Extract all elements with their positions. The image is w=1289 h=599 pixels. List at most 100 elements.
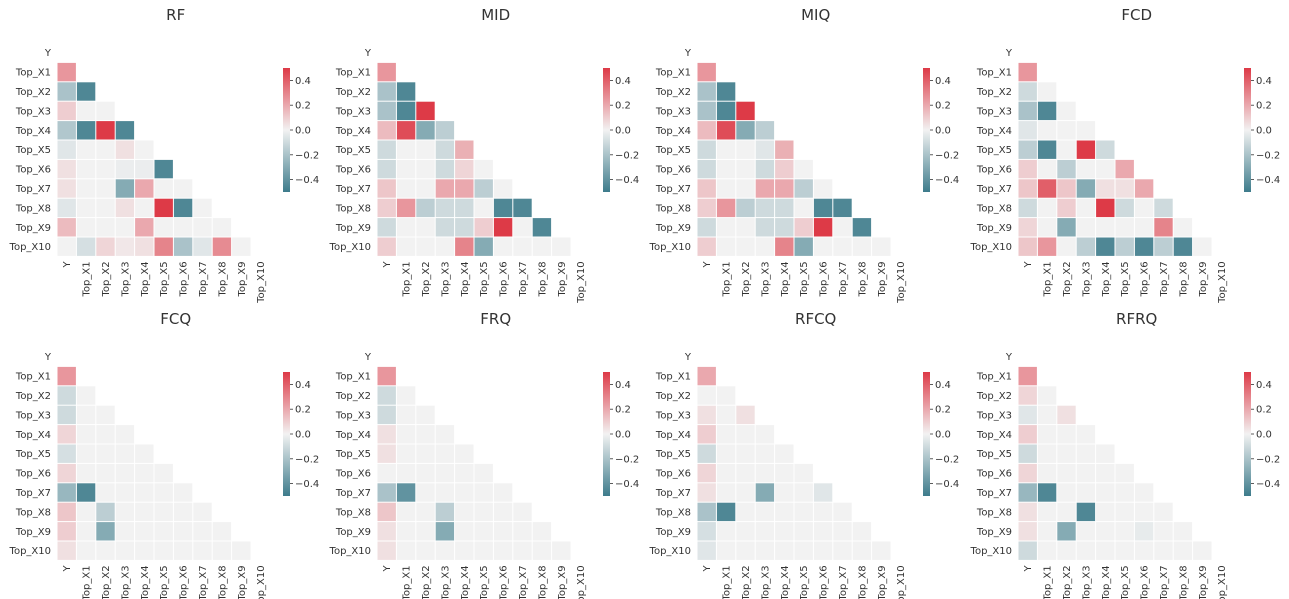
y-tick-label: Y	[1005, 352, 1013, 363]
heatmap-cell	[115, 463, 135, 483]
x-tick-label: Top_X7	[198, 565, 209, 599]
colorbar-tick-label: 0.2	[1256, 101, 1272, 112]
panel-title: RFRQ	[1116, 310, 1157, 328]
heatmap-cell	[1037, 218, 1057, 237]
heatmap-cell	[736, 179, 755, 198]
heatmap-cell	[852, 218, 872, 237]
x-tick-label: Top_X5	[1120, 565, 1131, 599]
heatmap-cell	[493, 218, 513, 237]
heatmap-cell	[736, 541, 755, 560]
heatmap-cell	[1037, 101, 1057, 121]
colorbar-tick-label: 0.2	[935, 101, 951, 112]
x-tick-label: Top_X7	[518, 565, 529, 599]
heatmap-cell	[76, 483, 96, 502]
heatmap-cell	[697, 101, 716, 121]
heatmap-cell	[716, 198, 736, 218]
y-tick-label: Top_X3	[655, 106, 691, 117]
x-tick-label: Top_X3	[120, 565, 131, 599]
heatmap-cell	[416, 522, 435, 541]
heatmap-cell	[96, 405, 115, 425]
heatmap-cell	[532, 522, 552, 541]
y-tick-label: Top_X4	[655, 430, 691, 441]
x-tick-label: Y	[1023, 261, 1034, 269]
heatmap-cell	[377, 444, 396, 463]
x-tick-label: Top_X8	[1178, 261, 1189, 297]
heatmap-cell	[474, 522, 493, 541]
heatmap-cell	[736, 218, 755, 237]
heatmap-cell	[552, 541, 571, 560]
heatmap-cell	[833, 218, 852, 237]
heatmap-cell	[1115, 522, 1134, 541]
heatmap-cell	[76, 140, 96, 159]
heatmap-cell	[1076, 522, 1096, 541]
heatmap-cell	[833, 502, 852, 522]
heatmap-cell	[96, 198, 115, 218]
heatmap-cell	[435, 121, 455, 140]
x-tick-label: Top_X4	[140, 565, 151, 599]
heatmap-cell	[872, 237, 891, 256]
heatmap-cell	[135, 541, 154, 560]
heatmap-cell	[435, 463, 455, 483]
heatmap-cell	[794, 463, 813, 483]
x-tick-label: Top_X5	[799, 565, 810, 599]
heatmap-panel-mid: MID Y Top_X1 Top_X2 Top_X3 Top_X4 Top_X5 Top_X6…	[329, 6, 640, 304]
x-tick-label: Top_X8	[217, 565, 228, 599]
heatmap-cell	[76, 405, 96, 425]
heatmap-cell	[775, 237, 794, 256]
heatmap-cell	[716, 386, 736, 405]
y-tick-label: Top_X5	[335, 145, 371, 156]
y-tick-label: Top_X2	[655, 391, 691, 402]
colorbar-tick-label: 0.2	[295, 101, 311, 112]
colorbar-tick-label: 0.4	[615, 380, 631, 391]
heatmap-cell	[232, 237, 251, 256]
y-tick-label: Top_X3	[976, 410, 1012, 421]
y-tick-label: Top_X10	[649, 242, 691, 253]
panel-title: FCQ	[160, 310, 191, 328]
colorbar	[1244, 68, 1251, 192]
heatmap-cell	[57, 62, 76, 82]
x-tick-label: Top_X7	[198, 261, 209, 297]
heatmap-cell	[1057, 179, 1076, 198]
heatmap-cell	[1096, 463, 1115, 483]
heatmap-cell	[493, 541, 513, 560]
heatmap-cell	[377, 179, 396, 198]
heatmap-cell	[1057, 541, 1076, 560]
heatmap-cell	[1018, 425, 1037, 444]
heatmap-cell	[1057, 425, 1076, 444]
panel-title: FRQ	[480, 310, 511, 328]
heatmap-cell	[532, 541, 552, 560]
heatmap-cell	[435, 502, 455, 522]
x-tick-label: Y	[62, 565, 73, 573]
heatmap-cell	[57, 522, 76, 541]
heatmap-cell	[57, 101, 76, 121]
heatmap-panel-fcd: FCD Y Top_X1 Top_X2 Top_X3 Top_X4 Top_X5 Top_X6…	[970, 6, 1281, 304]
heatmap-cell	[1076, 159, 1096, 179]
heatmap-cell	[755, 179, 775, 198]
heatmap-cell	[57, 237, 76, 256]
heatmap-cell	[493, 522, 513, 541]
y-tick-label: Top_X7	[655, 488, 691, 499]
heatmap-cell	[193, 541, 212, 560]
heatmap-cell	[697, 121, 716, 140]
heatmap-cell	[396, 179, 416, 198]
heatmap-cell	[755, 218, 775, 237]
x-tick-label: Top_X3	[440, 565, 451, 599]
heatmap-cell	[716, 159, 736, 179]
heatmap-cell	[716, 541, 736, 560]
heatmap-cell	[76, 82, 96, 101]
y-tick-label: Top_X8	[15, 507, 51, 518]
y-tick-label: Top_X9	[335, 223, 371, 234]
heatmap-cell	[135, 140, 154, 159]
heatmap-cell	[154, 198, 173, 218]
heatmap-cell	[1115, 218, 1134, 237]
heatmap-cell	[1018, 541, 1037, 560]
heatmap-cell	[377, 198, 396, 218]
heatmap-cell	[697, 405, 716, 425]
heatmap-cell	[455, 218, 474, 237]
heatmap-cell	[1037, 82, 1057, 101]
y-tick-label: Y	[44, 48, 52, 59]
heatmap-cell	[532, 237, 552, 256]
heatmap-cell	[135, 218, 154, 237]
colorbar-tick-label: −0.4	[1256, 479, 1280, 490]
heatmap-cell	[154, 522, 173, 541]
